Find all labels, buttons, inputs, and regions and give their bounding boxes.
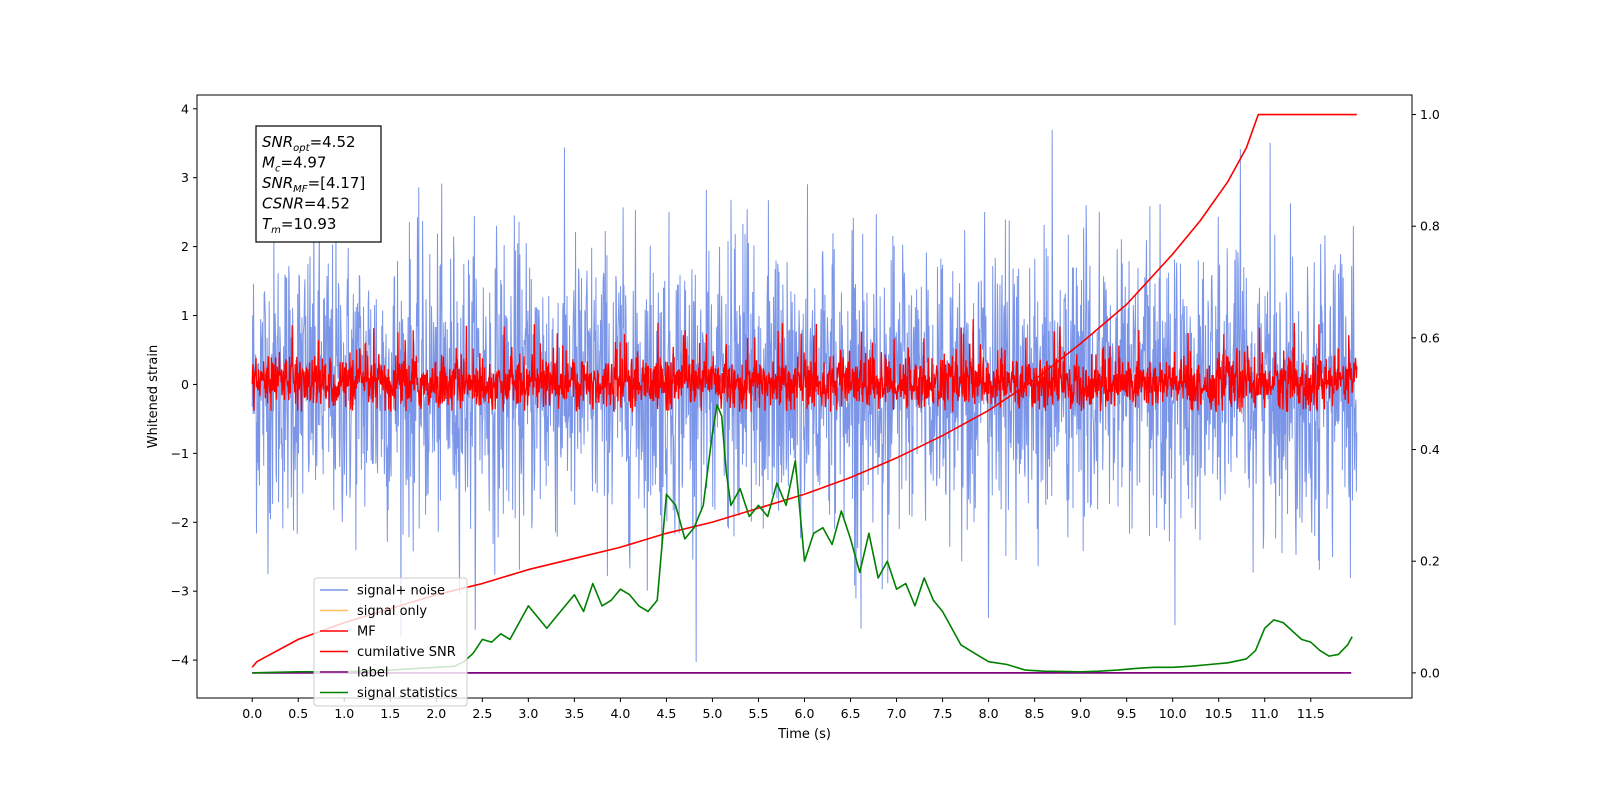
x-axis-label: Time (s) — [777, 727, 831, 742]
y-axis-left: 4 3 2 1 0 −1 −2 −3 −4 — [171, 101, 197, 668]
y-tick-label: 1 — [181, 308, 189, 323]
x-tick-label: 9.0 — [1071, 706, 1091, 721]
annotation-line: Mc=4.97 — [262, 154, 326, 175]
annotation-frame — [255, 125, 382, 243]
y-tick-label: −2 — [171, 515, 189, 530]
y-axis-right: 1.0 0.8 0.6 0.4 0.2 0.0 — [1412, 107, 1440, 680]
y-tick-label: −1 — [171, 446, 189, 461]
annotation-line: SNRMF=[4.17] — [262, 174, 365, 195]
x-tick-label: 0.0 — [242, 706, 262, 721]
x-tick-label: 9.5 — [1117, 706, 1137, 721]
series-signal-statistics — [252, 404, 1353, 674]
x-tick-label: 2.0 — [426, 706, 446, 721]
x-tick-label: 4.5 — [656, 706, 676, 721]
legend-frame — [313, 577, 468, 707]
x-tick-label: 3.5 — [564, 706, 584, 721]
y2-tick-label: 0.4 — [1420, 442, 1440, 457]
x-tick-label: 6.5 — [841, 706, 861, 721]
x-tick-label: 7.5 — [933, 706, 953, 721]
series-mf — [251, 319, 1358, 412]
x-tick-label: 1.0 — [334, 706, 354, 721]
x-tick-label: 8.5 — [1025, 706, 1045, 721]
x-tick-label: 8.0 — [979, 706, 999, 721]
y-tick-label: −4 — [171, 653, 189, 668]
y-tick-label: 4 — [181, 101, 189, 116]
x-tick-label: 4.0 — [610, 706, 630, 721]
legend: signal+ noise signal only MF cumilative SNR… — [313, 577, 468, 707]
series-signal-noise — [251, 130, 1358, 662]
y2-tick-label: 0.2 — [1420, 554, 1440, 569]
y-tick-label: 3 — [181, 170, 189, 185]
x-tick-label: 3.0 — [518, 706, 538, 721]
x-tick-label: 10.0 — [1159, 706, 1187, 721]
x-tick-label: 6.0 — [795, 706, 815, 721]
y-tick-label: −3 — [171, 584, 189, 599]
legend-label: label — [357, 666, 388, 681]
x-tick-label: 5.5 — [749, 706, 769, 721]
x-tick-label: 7.0 — [887, 706, 907, 721]
x-axis: 0.0 0.5 1.0 1.5 2.0 2.5 3.0 3.5 4.0 4.5 5.0 5.5 6.0 6… — [242, 698, 1325, 721]
legend-label: signal only — [357, 604, 427, 619]
annotation-line: SNRopt=4.52 — [262, 133, 356, 154]
y-axis-label: Whitened strain — [146, 345, 161, 448]
x-tick-label: 5.0 — [703, 706, 723, 721]
x-tick-label: 11.5 — [1297, 706, 1325, 721]
x-tick-label: 10.5 — [1205, 706, 1233, 721]
x-tick-label: 0.5 — [288, 706, 308, 721]
legend-label: cumilative SNR — [357, 645, 456, 660]
annotation-line: CSNR=4.52 — [262, 195, 350, 213]
y-tick-label: 2 — [181, 239, 189, 254]
y2-tick-label: 1.0 — [1420, 107, 1440, 122]
y-tick-label: 0 — [181, 377, 189, 392]
x-tick-label: 2.5 — [472, 706, 492, 721]
y2-tick-label: 0.8 — [1420, 219, 1440, 234]
y2-tick-label: 0.0 — [1420, 665, 1440, 680]
y2-tick-label: 0.6 — [1420, 330, 1440, 345]
legend-label: MF — [357, 625, 376, 640]
x-tick-label: 1.5 — [380, 706, 400, 721]
legend-label: signal statistics — [357, 686, 458, 701]
annotation-line: Tm=10.93 — [262, 215, 336, 236]
x-tick-label: 11.0 — [1251, 706, 1279, 721]
legend-label: signal+ noise — [357, 584, 445, 599]
